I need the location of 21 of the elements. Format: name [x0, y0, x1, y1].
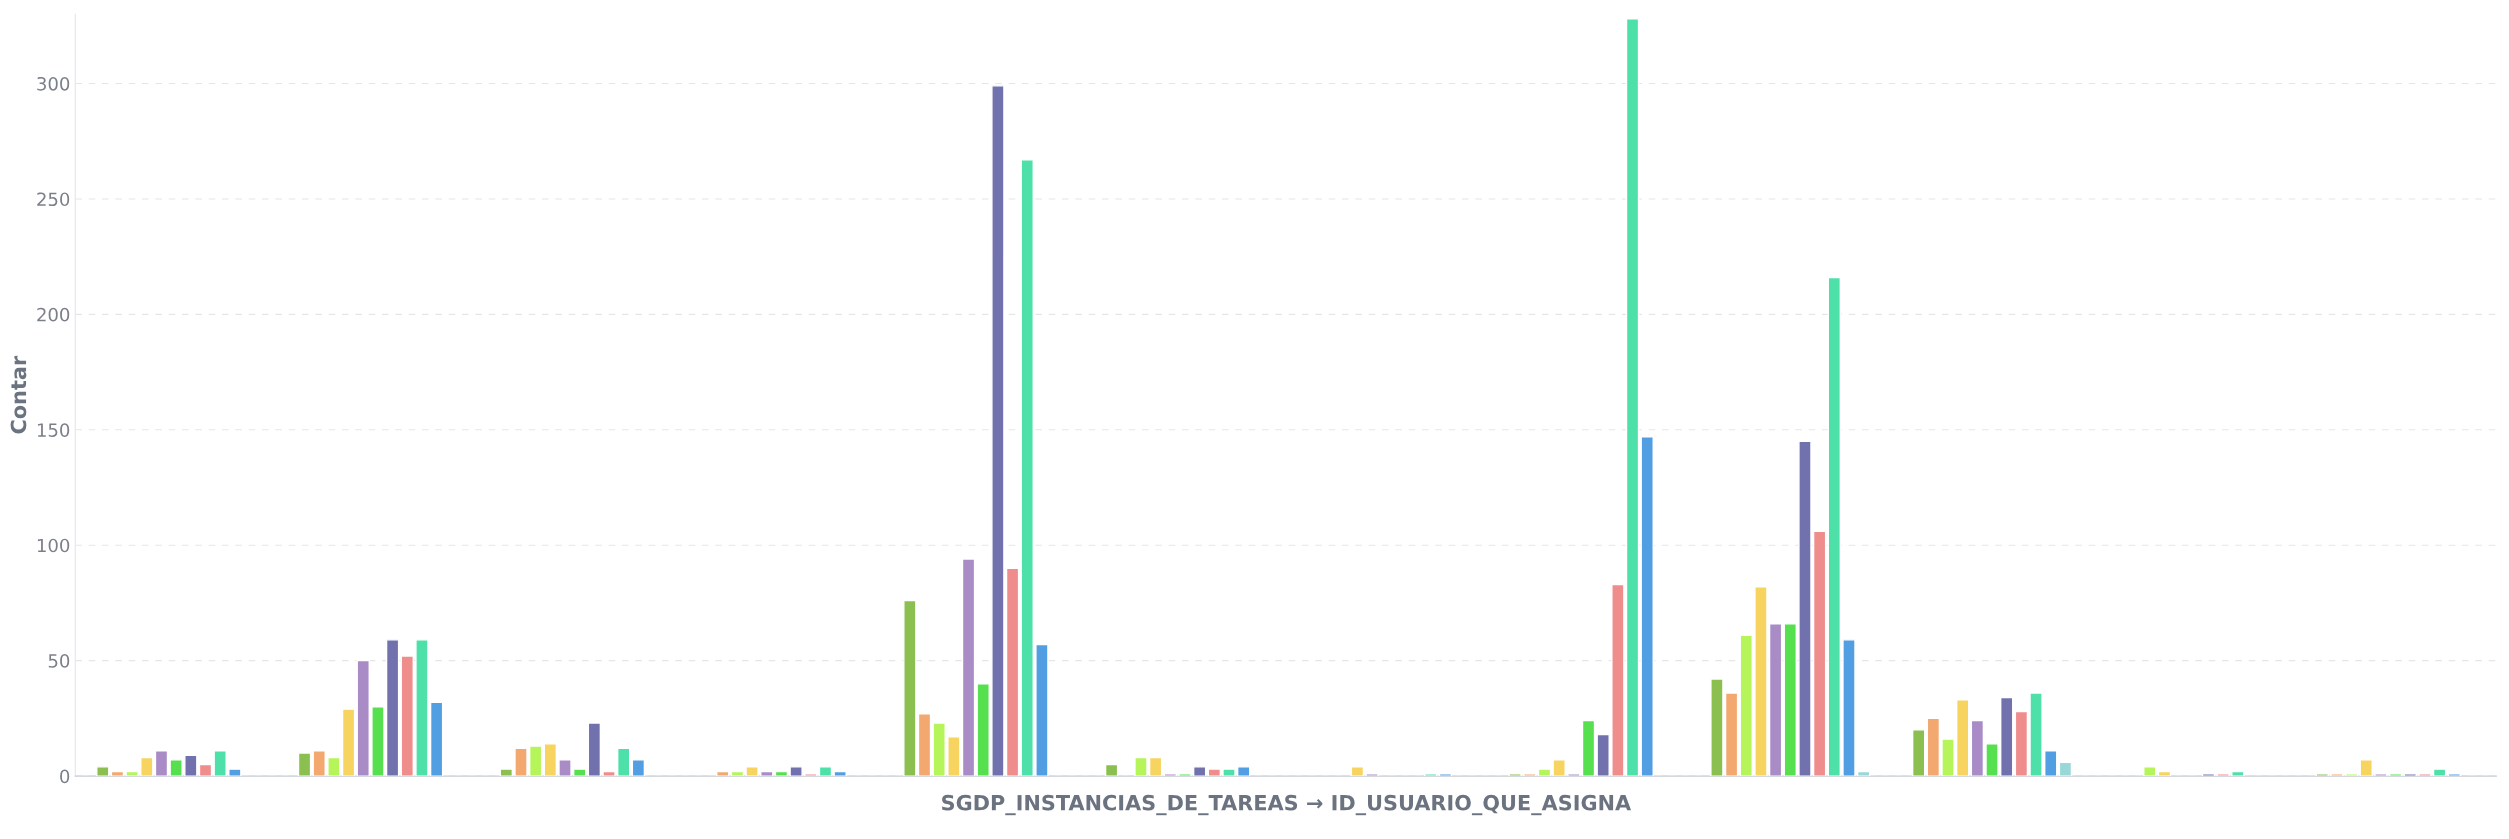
- bar: [1911, 729, 1926, 777]
- y-tick-label: 50: [48, 654, 70, 668]
- bar: [96, 766, 110, 777]
- bar: [2157, 770, 2172, 777]
- bar: [2143, 766, 2157, 777]
- y-tick-label: 250: [37, 192, 70, 207]
- x-axis-title: SGDP_INSTANCIAS_DE_TAREAS → ID_USUARIO_QUE_ASIGNA: [942, 794, 1632, 816]
- bar: [1424, 773, 1438, 777]
- y-tick-label: 100: [37, 538, 70, 553]
- y-tick-label: 150: [37, 423, 70, 437]
- y-tick-label: 300: [37, 76, 70, 91]
- bar: [716, 770, 730, 777]
- bar: [2447, 773, 2461, 777]
- bar: [2058, 761, 2073, 777]
- bar: [1438, 773, 1453, 777]
- bar: [297, 752, 312, 777]
- bar: [631, 759, 646, 777]
- y-axis-title: Contar: [10, 355, 27, 434]
- bar: [1104, 763, 1119, 777]
- y-tick-label: 200: [37, 307, 70, 322]
- y-tick-label: 0: [60, 769, 70, 784]
